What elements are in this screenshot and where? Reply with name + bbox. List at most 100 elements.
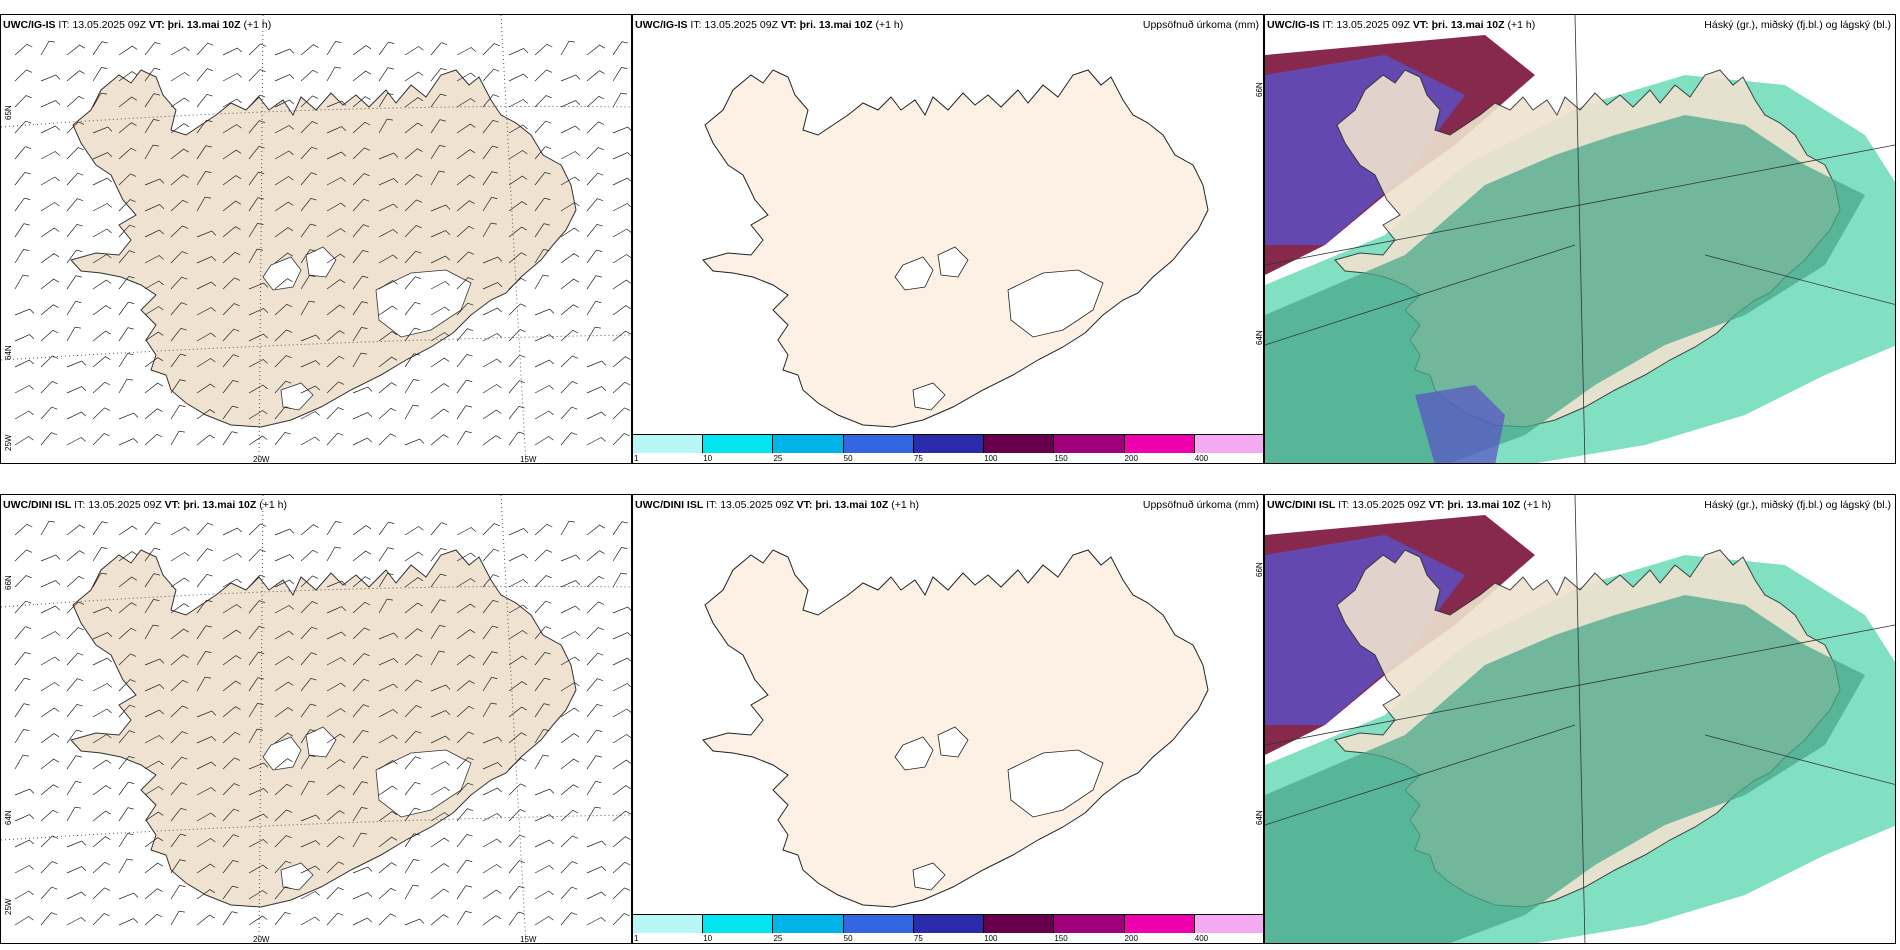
wind-barb [248,625,265,640]
wind-barb [482,256,503,264]
wind-barb [430,573,447,588]
wind-barb [482,736,503,744]
wind-barb [92,572,107,588]
wind-barb [404,730,422,744]
wind-barb [352,627,371,640]
wind-barb [482,677,498,692]
wind-barb [40,809,59,822]
wind-barb [404,379,420,394]
wind-barb [586,678,604,692]
wind-barb [40,707,60,718]
wind-barb [92,861,111,874]
wind-barb [560,554,581,562]
wind-barb [456,47,476,56]
wind-barb [586,524,605,536]
wind-barb [534,865,554,874]
wind-barb [456,705,475,718]
wind-barb [66,703,83,718]
wind-barb [248,864,268,874]
wind-barb [196,383,216,394]
wind-barb [534,839,555,848]
wind-barb [92,521,108,536]
wind-barb [612,547,628,562]
wind-barb [430,599,446,614]
wind-barb [14,729,30,744]
wind-barb [274,380,292,394]
wind-barb [352,917,373,926]
wind-barb [612,836,631,848]
wind-barb [456,72,476,82]
wind-barb [326,521,342,536]
wind-barbs [14,520,631,926]
wind-barb [118,224,136,238]
wind-barb [456,379,473,394]
wind-barb [508,706,527,718]
wind-barb [300,95,319,108]
wind-barb [118,275,135,290]
wind-barb [352,807,368,822]
wind-barb [612,203,631,212]
wind-barb [378,547,394,562]
wind-barb [14,814,35,822]
wind-barb [14,43,33,56]
wind-barb [456,885,472,900]
wind-barb [482,94,500,108]
wind-barb [586,840,607,848]
wind-barb [612,254,631,264]
wind-barb [404,705,422,718]
wind-barb [534,171,551,186]
wind-barb [482,358,502,368]
wind-barb [560,406,578,420]
wind-barb [92,708,112,718]
wind-barb [560,100,581,108]
wind-barb [560,605,581,614]
wind-barb [196,93,213,108]
wind-barb [534,249,550,264]
wind-barb [534,308,555,316]
wind-barb [560,202,580,212]
wind-barb [274,911,291,926]
wind-barb [196,42,214,56]
wind-barbs [14,40,631,446]
wind-barb [40,304,59,316]
wind-barb [118,679,136,692]
wind-barb [560,253,580,264]
wind-barb [352,45,372,56]
wind-barb [508,380,526,394]
wind-barb [560,580,581,588]
wind-barb [196,68,214,82]
wind-barb [274,860,292,874]
wind-barb [612,521,628,536]
wind-barb [170,353,187,368]
wind-barb [14,890,34,900]
wind-barb [430,434,449,446]
wind-barb [170,731,188,744]
wind-barb [326,202,346,212]
wind-barb [14,865,34,874]
wind-barb [274,554,295,562]
wind-barb [222,405,239,420]
wind-barb [274,355,292,368]
wind-barb [404,884,419,900]
wind-barb [14,120,32,134]
wind-barb [274,835,292,848]
glacier [280,862,314,891]
wind-barb [248,171,265,186]
wind-barb [300,575,319,588]
wind-barb [482,435,502,446]
wind-barb [66,575,85,588]
wind-barb [66,678,84,692]
wind-barb [404,276,422,290]
wind-barb [560,886,578,900]
wind-barb [170,885,186,900]
wind-barb [118,551,138,562]
wind-barb [560,40,575,56]
wind-barb [144,306,164,316]
wind-barb [300,385,321,394]
wind-barb [144,357,164,368]
wind-barb [612,92,627,108]
wind-barb [378,41,395,56]
wind-barb [352,576,371,588]
wind-barb [534,703,550,718]
lon-label: 15W [520,935,537,944]
